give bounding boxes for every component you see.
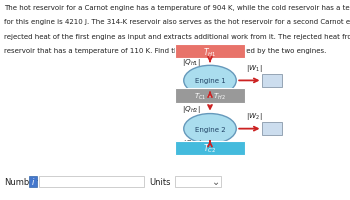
Circle shape [184, 66, 236, 96]
Circle shape [184, 114, 236, 144]
Text: rejected heat of the first engine as input and extracts additional work from it.: rejected heat of the first engine as inp… [4, 34, 350, 40]
Text: ⌄: ⌄ [212, 177, 220, 186]
FancyBboxPatch shape [29, 176, 37, 187]
Text: $T_{C2}$: $T_{C2}$ [203, 142, 217, 154]
Text: $T_{H1}$: $T_{H1}$ [203, 46, 217, 58]
FancyBboxPatch shape [262, 122, 282, 136]
FancyBboxPatch shape [175, 89, 245, 103]
FancyBboxPatch shape [262, 75, 282, 88]
FancyBboxPatch shape [175, 141, 245, 155]
Text: $|Q_{C2}|$: $|Q_{C2}|$ [183, 137, 201, 148]
Text: Number: Number [4, 177, 38, 186]
FancyBboxPatch shape [175, 176, 220, 187]
Text: The hot reservoir for a Carnot engine has a temperature of 904 K, while the cold: The hot reservoir for a Carnot engine ha… [4, 5, 350, 11]
Text: for this engine is 4210 J. The 314-K reservoir also serves as the hot reservoir : for this engine is 4210 J. The 314-K res… [4, 19, 350, 25]
Text: i: i [32, 177, 34, 186]
Text: Engine 2: Engine 2 [195, 126, 225, 132]
Text: Engine 1: Engine 1 [195, 78, 225, 84]
Text: $|W_2|$: $|W_2|$ [246, 111, 262, 122]
Text: $|W_1|$: $|W_1|$ [246, 63, 262, 74]
Text: Units: Units [149, 177, 170, 186]
Text: $|Q_{C1}|$: $|Q_{C1}|$ [183, 87, 201, 98]
Text: $T_{C1} = T_{H2}$: $T_{C1} = T_{H2}$ [194, 91, 226, 101]
Text: $|Q_{H1}|$: $|Q_{H1}|$ [182, 57, 201, 68]
FancyBboxPatch shape [38, 176, 144, 187]
Text: reservoir that has a temperature of 110 K. Find the total work delivered by the : reservoir that has a temperature of 110 … [4, 48, 327, 54]
FancyBboxPatch shape [175, 45, 245, 59]
Text: $|Q_{H2}|$: $|Q_{H2}|$ [182, 103, 201, 114]
